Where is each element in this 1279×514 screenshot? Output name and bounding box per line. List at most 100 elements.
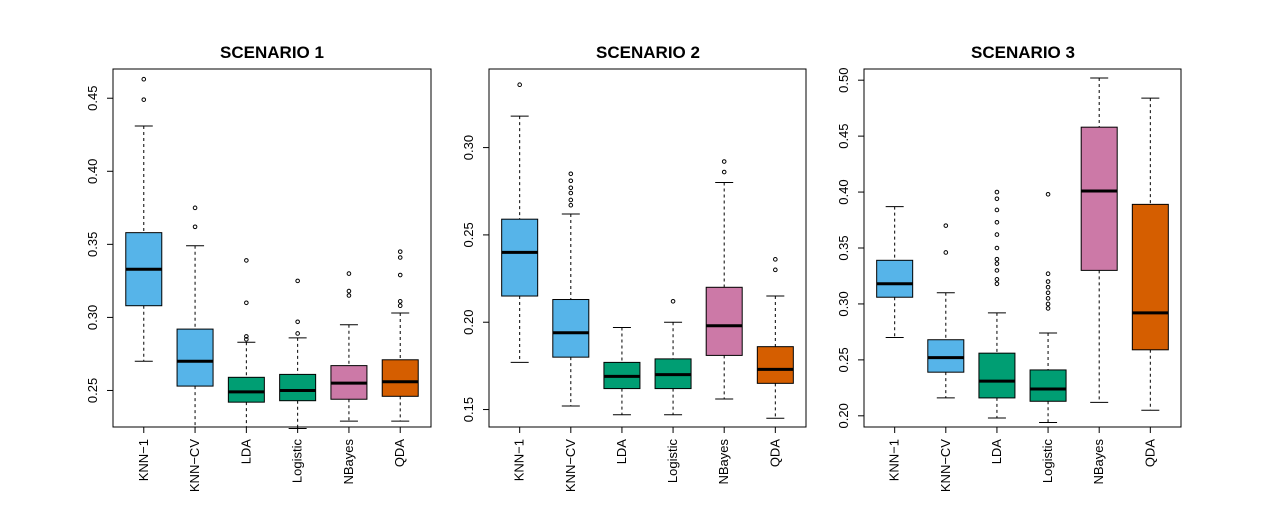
y-tick-label: 0.30 xyxy=(85,305,100,330)
y-tick-label: 0.25 xyxy=(85,378,100,403)
x-tick-label: LDA xyxy=(989,439,1004,465)
outlier-point xyxy=(397,272,403,278)
box-4 xyxy=(705,159,743,400)
box-3 xyxy=(279,278,317,429)
y-tick-label: 0.20 xyxy=(836,403,851,428)
outlier-point xyxy=(295,331,300,336)
iqr-box xyxy=(279,373,317,402)
iqr-box xyxy=(501,218,539,297)
outlier-point xyxy=(994,245,1000,251)
outlier-point xyxy=(568,197,574,203)
panel-title: SCENARIO 3 xyxy=(971,43,1075,62)
box-1 xyxy=(176,205,214,428)
outlier-point xyxy=(994,256,1000,262)
outlier-point xyxy=(244,300,249,306)
x-tick-label: KNN−1 xyxy=(512,439,527,481)
panel-scenario-2: SCENARIO 2 0.15 0.20 0.25 0.30 KNN−1 KNN−CV LD… xyxy=(461,43,807,492)
box-2 xyxy=(978,189,1016,419)
outlier-point xyxy=(192,224,198,230)
outlier-point xyxy=(397,249,403,254)
x-tick-label: LDA xyxy=(614,439,629,465)
outlier-point xyxy=(1045,301,1051,307)
outlier-point xyxy=(994,219,1000,225)
y-tick-label: 0.45 xyxy=(85,86,100,111)
x-tick-label: QDA xyxy=(767,439,782,468)
outlier-point xyxy=(1045,279,1051,284)
x-tick-label: KNN−CV xyxy=(563,439,578,492)
iqr-box xyxy=(1029,369,1067,402)
outlier-point xyxy=(994,268,1000,273)
outlier-point xyxy=(192,205,198,211)
outlier-point xyxy=(141,76,147,82)
outlier-point xyxy=(346,293,352,298)
outlier-point xyxy=(1045,306,1051,311)
outlier-point xyxy=(721,169,727,175)
x-tick-label: QDA xyxy=(1142,439,1157,468)
outlier-point xyxy=(994,207,1000,213)
iqr-box xyxy=(1131,203,1169,351)
iqr-box xyxy=(876,259,914,298)
outlier-point xyxy=(397,299,403,304)
outlier-point xyxy=(346,288,352,294)
outlier-point xyxy=(397,303,403,309)
y-tick-label: 0.25 xyxy=(461,222,476,247)
outlier-point xyxy=(244,337,249,342)
panel-title: SCENARIO 1 xyxy=(220,43,324,62)
x-tick-label: KNN−CV xyxy=(187,439,202,492)
outlier-point xyxy=(1045,296,1051,301)
iqr-box xyxy=(381,359,419,397)
x-tick-label: KNN−1 xyxy=(887,439,902,481)
y-tick-label: 0.45 xyxy=(836,123,851,148)
box-1 xyxy=(552,171,590,407)
panel-title: SCENARIO 2 xyxy=(596,43,700,62)
iqr-box xyxy=(756,346,794,384)
y-tick-label: 0.40 xyxy=(85,159,100,184)
outlier-point xyxy=(517,82,522,88)
outlier-point xyxy=(1045,271,1051,277)
box-4 xyxy=(330,271,368,422)
x-tick-label: LDA xyxy=(238,439,253,465)
outlier-point xyxy=(1045,290,1051,296)
y-tick-label: 0.15 xyxy=(461,397,476,422)
x-tick-label: NBayes xyxy=(341,439,356,485)
y-tick-label: 0.20 xyxy=(461,310,476,335)
box-4 xyxy=(1080,77,1118,403)
outlier-point xyxy=(568,171,574,177)
outlier-point xyxy=(295,319,300,325)
outlier-point xyxy=(994,232,1000,237)
x-tick-label: NBayes xyxy=(1091,439,1106,485)
y-tick-label: 0.35 xyxy=(85,232,100,257)
panel-scenario-1: SCENARIO 1 0.25 0.30 0.35 0.40 0.45 KNN−1 KNN−… xyxy=(85,43,432,492)
y-tick-label: 0.35 xyxy=(836,235,851,260)
outlier-point xyxy=(568,190,574,196)
iqr-box xyxy=(552,299,590,358)
outlier-point xyxy=(773,257,778,262)
x-tick-label: Logistic xyxy=(290,439,305,484)
outlier-point xyxy=(994,281,1000,287)
x-tick-label: QDA xyxy=(392,439,407,468)
x-tick-label: KNN−1 xyxy=(136,439,151,481)
box-5 xyxy=(381,249,419,422)
outlier-point xyxy=(994,196,1000,202)
iqr-box xyxy=(176,328,214,387)
x-tick-label: Logistic xyxy=(665,439,680,484)
iqr-box xyxy=(705,286,743,356)
outlier-point xyxy=(568,202,574,208)
box-0 xyxy=(125,76,163,362)
iqr-box xyxy=(227,376,265,403)
outlier-point xyxy=(295,278,300,284)
outlier-point xyxy=(943,250,949,255)
y-tick-label: 0.25 xyxy=(836,347,851,372)
x-tick-label: KNN−CV xyxy=(938,439,953,492)
outlier-point xyxy=(141,97,147,102)
outlier-point xyxy=(1045,284,1051,290)
box-1 xyxy=(927,223,965,399)
outlier-point xyxy=(568,178,574,184)
x-tick-label: Logistic xyxy=(1040,439,1055,484)
outlier-point xyxy=(397,255,403,260)
outlier-point xyxy=(994,189,1000,195)
outlier-point xyxy=(721,159,727,164)
outlier-point xyxy=(244,258,249,263)
box-3 xyxy=(1029,192,1067,424)
